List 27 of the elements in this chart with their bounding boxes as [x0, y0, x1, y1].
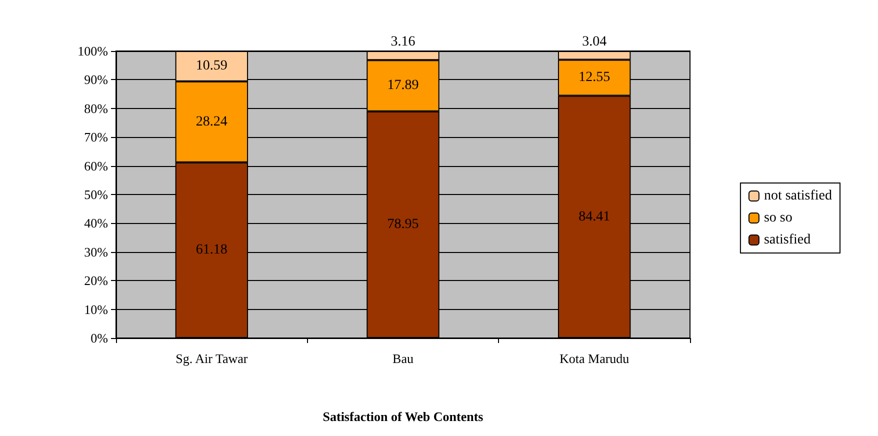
- y-tick-label: 60%: [84, 158, 108, 174]
- data-label: 3.04: [582, 34, 607, 50]
- x-axis-title: Satisfaction of Web Contents: [322, 409, 484, 424]
- x-tick-label: Bau: [392, 351, 414, 366]
- y-tick-label: 0%: [90, 330, 108, 346]
- y-tick-label: 70%: [84, 130, 108, 145]
- data-label: 10.59: [196, 58, 228, 74]
- data-label: 3.16: [390, 34, 416, 50]
- legend-label: satisfied: [764, 232, 811, 248]
- y-tick-label: 90%: [84, 72, 108, 88]
- data-label: 17.89: [387, 78, 419, 94]
- legend-label: so so: [764, 210, 792, 226]
- x-tick-label: Sg. Air Tawar: [176, 351, 248, 366]
- y-tick-label: 40%: [84, 216, 108, 231]
- data-label: 78.95: [387, 217, 419, 232]
- y-tick-label: 30%: [84, 244, 108, 260]
- legend-label: not satisfied: [764, 188, 832, 204]
- data-label: 12.55: [578, 70, 610, 86]
- x-tick-label: Kota Marudu: [559, 351, 630, 366]
- y-tick-label: 50%: [84, 187, 108, 202]
- data-label: 28.24: [196, 114, 228, 130]
- data-label: 61.18: [196, 242, 228, 258]
- y-tick-label: 80%: [84, 100, 108, 116]
- y-tick-label: 100%: [78, 44, 108, 58]
- y-tick-label: 20%: [84, 273, 108, 288]
- data-label: 84.41: [578, 209, 610, 224]
- y-tick-label: 10%: [84, 302, 108, 317]
